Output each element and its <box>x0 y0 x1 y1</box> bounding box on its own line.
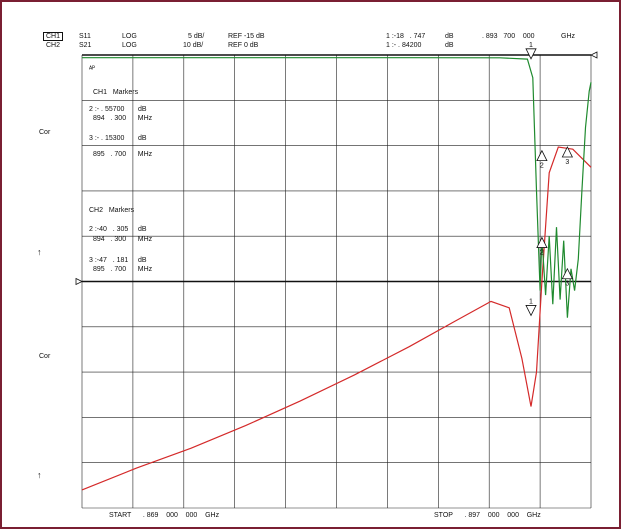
ch2-reference-arrow <box>590 51 598 59</box>
ch1-marker-3-label: 3 <box>565 159 569 166</box>
ch2-markers-title: CH2 Markers <box>89 207 135 214</box>
ch2-active-marker: 1 :- . 84200 <box>386 42 422 49</box>
averaging-glyph: ᴬᴾ <box>89 66 96 73</box>
ch2-marker-1-triangle <box>525 48 537 60</box>
ch2-marker-1-label: 1 <box>529 42 533 49</box>
ch2-marker-3-triangle <box>561 267 574 280</box>
ch2-marker2-value: 2 :-40 . 305 dB <box>89 226 147 233</box>
ch2-marker3-value: 3 :-47 . 181 dB <box>89 257 147 264</box>
ch2-param: S21 <box>79 42 92 49</box>
start-frequency: START . 869 000 000 GHz <box>109 512 220 519</box>
ch1-marker2-value: 2 :- . 55700 dB <box>89 106 147 113</box>
ch2-trace <box>82 57 592 318</box>
ch2-marker-2-label: 2 <box>540 250 544 257</box>
ch1-marker-2-label: 2 <box>540 163 544 170</box>
arrow-icon: ↑ <box>37 247 42 257</box>
ch1-selector[interactable]: CH1 <box>43 32 64 41</box>
ch2-scale: 10 dB/ <box>183 42 204 49</box>
marker-frequency-unit: GHz <box>561 33 575 40</box>
stop-frequency: STOP . 897 000 000 GHz <box>434 512 541 519</box>
ch1-marker3-freq: 895 . 700 MHz <box>93 151 153 158</box>
ch1-active-marker: 1 :-18 . 747 <box>386 33 426 40</box>
ch1-ref: REF -15 dB <box>228 33 265 40</box>
ch1-param: S11 <box>79 33 91 40</box>
ch2-ref: REF 0 dB <box>228 42 259 49</box>
ch1-marker3-value: 3 :- . 15300 dB <box>89 135 147 142</box>
correction-label-ch2: Cor <box>39 353 51 360</box>
ch1-marker-unit: dB <box>445 33 454 40</box>
ch1-scale: 5 dB/ <box>188 33 205 40</box>
marker-frequency: . 893 700 000 <box>482 33 535 40</box>
ch1-marker-3-triangle <box>561 146 574 158</box>
ch2-marker2-freq: 894 . 300 MHz <box>93 236 153 243</box>
ch2-format: LOG <box>122 42 137 49</box>
ch1-marker-2-triangle <box>536 149 548 162</box>
ch2-marker-unit: dB <box>445 42 454 49</box>
ch2-marker3-freq: 895 . 700 MHz <box>93 266 153 273</box>
ch1-marker2-freq: 894 . 300 MHz <box>93 115 153 122</box>
ch1-reference-arrow <box>75 277 83 286</box>
ch1-marker-1-triangle <box>525 305 537 317</box>
ch1-markers-title: CH1 Markers <box>93 89 139 96</box>
ch1-format: LOG <box>122 33 137 40</box>
ch1-trace <box>81 146 592 491</box>
ch1-marker-1-label: 1 <box>529 298 533 305</box>
arrow-icon: ↑ <box>37 470 42 480</box>
ch2-marker-2-triangle <box>536 236 548 248</box>
correction-label-ch1: Cor <box>39 129 51 136</box>
ch2-selector[interactable]: CH2 <box>46 42 61 49</box>
ch2-marker-3-label: 3 <box>565 281 569 288</box>
